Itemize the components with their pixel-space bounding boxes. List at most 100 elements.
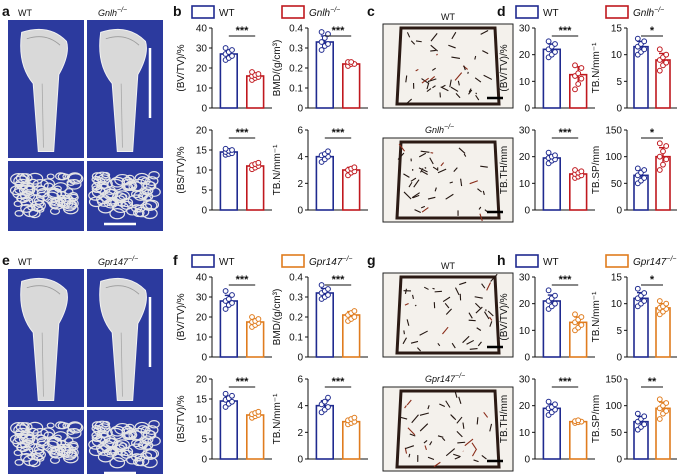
y-axis-label: BMD/(g/cm³) bbox=[272, 289, 283, 346]
bar-wt bbox=[315, 41, 334, 109]
data-point bbox=[249, 69, 255, 75]
y-axis-label: TB.N/mm⁻¹ bbox=[591, 291, 602, 342]
y-tick-label: 2 bbox=[297, 179, 303, 190]
data-point bbox=[225, 296, 232, 302]
data-point bbox=[656, 416, 663, 422]
sig-label: *** bbox=[559, 274, 573, 286]
y-tick-label: 20 bbox=[196, 375, 208, 386]
legend-label-ko: Gnlh−/− bbox=[633, 7, 664, 19]
data-point bbox=[575, 81, 582, 87]
bar-wt bbox=[315, 155, 334, 211]
y-tick-label: 0 bbox=[616, 104, 622, 115]
y-tick-label: 10 bbox=[611, 50, 623, 61]
y-tick-label: 20 bbox=[196, 313, 208, 324]
chart-d3: 0 10 20 30 TB.TH/mm *** bbox=[499, 126, 595, 217]
y-tick-label: 100 bbox=[605, 401, 622, 412]
chart-d2: 0 5 10 15 TB.N/mm⁻¹ * bbox=[591, 24, 677, 115]
sig-label: *** bbox=[236, 127, 250, 139]
chart-f1: 0 10 20 30 40 (BV/TV)/% *** bbox=[176, 273, 272, 364]
legend-swatch-wt bbox=[515, 5, 539, 19]
data-point bbox=[641, 421, 648, 428]
y-tick-label: 0 bbox=[616, 353, 622, 364]
sig-label: *** bbox=[236, 376, 250, 388]
chart-b1: 0 10 20 30 40 (BV/TV)/% *** bbox=[176, 24, 272, 115]
y-axis-label: (BS/TV)/% bbox=[176, 395, 187, 442]
y-tick-label: 0 bbox=[297, 104, 303, 115]
data-point bbox=[552, 401, 558, 408]
y-tick-label: 0 bbox=[297, 353, 303, 364]
data-point bbox=[641, 46, 648, 53]
y-tick-label: 50 bbox=[611, 179, 623, 190]
y-tick-label: 0.1 bbox=[289, 84, 303, 95]
data-point bbox=[634, 285, 641, 292]
data-point bbox=[656, 396, 663, 403]
chart-h3: 0 10 20 30 TB.TH/mm *** bbox=[499, 375, 595, 466]
data-point bbox=[545, 287, 552, 294]
y-tick-label: 10 bbox=[611, 299, 623, 310]
data-point bbox=[572, 311, 578, 318]
ct-label-ko: Gpr147−/− bbox=[98, 256, 138, 267]
bar-wt bbox=[219, 151, 238, 211]
data-point bbox=[545, 149, 552, 156]
data-point bbox=[351, 308, 358, 314]
sig-label: * bbox=[650, 25, 655, 37]
data-point bbox=[255, 71, 262, 77]
data-point bbox=[641, 298, 648, 304]
data-point bbox=[552, 49, 558, 55]
legend-label-wt: WT bbox=[543, 8, 559, 19]
data-point bbox=[229, 398, 235, 405]
data-point bbox=[656, 167, 663, 173]
y-tick-label: 0.2 bbox=[289, 64, 303, 75]
sig-label: * bbox=[650, 127, 655, 139]
ct-femur-ko bbox=[99, 28, 147, 152]
y-tick-label: 0.2 bbox=[289, 313, 303, 324]
y-axis-label: TB.SP/mm bbox=[591, 146, 602, 194]
y-tick-label: 0 bbox=[297, 455, 303, 466]
data-point bbox=[545, 398, 552, 405]
y-tick-label: 5 bbox=[201, 435, 207, 446]
data-point bbox=[575, 70, 582, 77]
data-point bbox=[348, 59, 355, 65]
chart-b4: 0 2 4 6 TB.N/mm⁻¹ *** bbox=[272, 126, 368, 217]
data-point bbox=[325, 292, 331, 298]
chart-f4: 0 2 4 6 TB.N/mm⁻¹ *** bbox=[272, 375, 368, 466]
y-tick-label: 40 bbox=[196, 273, 208, 284]
y-tick-label: 20 bbox=[519, 299, 531, 310]
y-tick-label: 0 bbox=[201, 206, 207, 217]
bar-ko bbox=[568, 420, 588, 460]
legend-f: WT Gpr147−/− bbox=[191, 254, 352, 268]
ct-femur-wt bbox=[20, 28, 68, 152]
data-point bbox=[634, 165, 641, 172]
ct-label-wt: WT bbox=[18, 257, 32, 267]
sig-label: *** bbox=[236, 25, 250, 37]
y-tick-label: 20 bbox=[519, 401, 531, 412]
y-tick-label: 150 bbox=[605, 126, 622, 137]
sig-label: *** bbox=[559, 376, 573, 388]
data-point bbox=[641, 38, 648, 45]
y-axis-label: TB.N/mm⁻¹ bbox=[272, 144, 283, 195]
histology-panel-top: WT Gnlh−/− bbox=[382, 12, 514, 223]
legend-swatch-wt bbox=[191, 254, 215, 268]
data-point bbox=[545, 38, 552, 45]
y-tick-label: 30 bbox=[519, 126, 531, 137]
y-tick-label: 15 bbox=[196, 395, 208, 406]
data-point bbox=[656, 298, 663, 304]
bar-wt bbox=[219, 400, 238, 460]
ct-trab-ko bbox=[88, 420, 161, 469]
data-point bbox=[641, 413, 648, 420]
histo-image-ko bbox=[382, 137, 514, 223]
panel-letter-a: a bbox=[2, 3, 10, 19]
legend-h: WT Gpr147−/− bbox=[515, 254, 676, 268]
y-axis-label: (BV/TV)/% bbox=[499, 44, 510, 91]
data-point bbox=[578, 322, 585, 328]
data-point bbox=[656, 153, 663, 160]
y-tick-label: 0.3 bbox=[289, 293, 303, 304]
histology-panel-bottom: WT Gpr147−/− bbox=[382, 261, 514, 472]
y-tick-label: 50 bbox=[611, 428, 623, 439]
legend-swatch-ko bbox=[281, 5, 305, 19]
y-axis-label: TB.N/mm⁻¹ bbox=[272, 393, 283, 444]
data-point bbox=[663, 300, 670, 307]
data-point bbox=[222, 145, 229, 152]
y-axis-label: TB.TH/mm bbox=[499, 395, 510, 443]
chart-b2: 0 0.1 0.2 0.3 0.4 BMD/(g/cm³) *** bbox=[272, 24, 368, 115]
